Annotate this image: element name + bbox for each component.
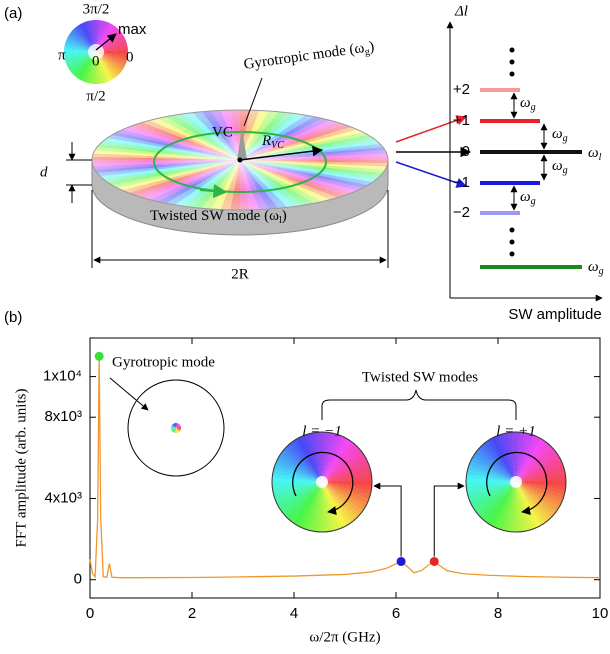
panel-a: (a) Gyrotropic mode (ωg) VC RVC Twisted …: [4, 1, 604, 323]
inset-twisted: [466, 432, 566, 532]
gyro-label: Gyrotropic mode (ωg): [243, 39, 376, 75]
twisted-label: Twisted SW mode (ωl): [150, 208, 287, 226]
peak-marker: [95, 352, 104, 361]
annotation: Gyrotropic mode: [112, 354, 215, 370]
level-label: −1: [453, 174, 470, 191]
peak-marker: [430, 557, 439, 566]
level-label: 0: [462, 143, 470, 160]
annotation: l = +1: [496, 423, 535, 439]
wheel-label: 0: [92, 53, 100, 69]
x-tick-label: 0: [86, 605, 94, 622]
thickness-label: d: [40, 164, 48, 180]
wheel-label: max: [118, 21, 147, 38]
x-axis-label: ω/2π (GHz): [309, 629, 380, 645]
diameter-label: 2R: [231, 266, 249, 282]
panel-label: (a): [4, 5, 22, 22]
gap-label: ωg: [520, 189, 536, 207]
gap-label: ωg: [552, 158, 568, 176]
core: [316, 476, 328, 488]
annotation: Twisted SW modes: [362, 369, 478, 385]
subscript: g: [563, 165, 568, 176]
wheel-label: 3π/2: [83, 1, 110, 17]
subscript: g: [531, 102, 536, 113]
text: ω: [520, 95, 531, 111]
annotation: l = −1: [302, 423, 341, 439]
x-tick-label: 8: [494, 605, 502, 622]
x-tick-label: 4: [290, 605, 298, 622]
wheel-label: π: [58, 47, 66, 63]
text: ω: [588, 145, 599, 161]
gap-label: ωg: [552, 126, 568, 144]
peak-marker: [397, 557, 406, 566]
level-label: −2: [453, 204, 470, 221]
axis-label: Δl: [454, 3, 468, 19]
subscript: g: [531, 196, 536, 207]
text: ): [282, 208, 287, 224]
level-label: +1: [453, 112, 470, 129]
core: [510, 476, 522, 488]
text: Gyrotropic mode (ω: [243, 41, 366, 74]
brace: [322, 390, 516, 420]
subscript: l: [599, 152, 602, 163]
text: ω: [520, 189, 531, 205]
y-tick-label: 8x10³: [44, 408, 82, 425]
x-tick-label: 2: [188, 605, 196, 622]
text: ω: [588, 259, 599, 275]
text: R: [261, 133, 271, 149]
axis-label: SW amplitude: [508, 306, 601, 323]
connector: [374, 486, 401, 556]
panel-label: (b): [4, 309, 22, 326]
gap-label: ωg: [520, 95, 536, 113]
wheel-label: 0: [126, 49, 134, 65]
inset-twisted: [272, 432, 372, 532]
figure: (a) Gyrotropic mode (ωg) VC RVC Twisted …: [0, 0, 610, 654]
panel-b: (b) 0 4x10³ 8x10³ 1x10⁴ 0 2 4 6 8 10 ω/2π (GHz) FFT…: [4, 309, 608, 645]
vc-label: VC: [212, 124, 233, 140]
text: ω: [552, 126, 563, 142]
x-tick-label: 10: [592, 605, 609, 622]
y-axis-label: FFT amplitude (arb. units): [13, 389, 29, 548]
y-tick-label: 1x10⁴: [43, 368, 82, 385]
subscript: g: [599, 266, 604, 277]
text: Twisted SW mode (ω: [150, 208, 279, 224]
subscript: VC: [271, 140, 284, 151]
level-label: +2: [453, 81, 470, 98]
connector: [434, 486, 464, 556]
subscript: g: [563, 133, 568, 144]
wheel-label: π/2: [86, 88, 105, 104]
freq-label: ωl: [588, 145, 602, 163]
text: ): [368, 39, 375, 56]
y-tick-label: 0: [74, 571, 82, 588]
x-tick-label: 6: [392, 605, 400, 622]
freq-label: ωg: [588, 259, 604, 277]
y-tick-label: 4x10³: [44, 489, 82, 506]
text: ω: [552, 158, 563, 174]
